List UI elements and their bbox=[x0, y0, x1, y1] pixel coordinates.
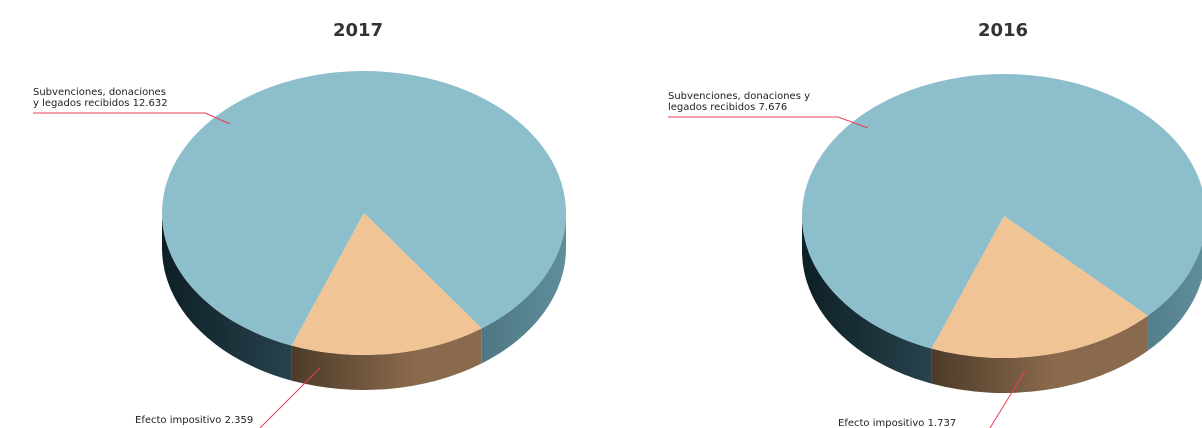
pie-slice-subvenciones bbox=[802, 74, 1202, 349]
slice-label-subvenciones-2016: Subvenciones, donaciones y legados recib… bbox=[668, 91, 813, 113]
pie-slice-subvenciones bbox=[161, 71, 566, 346]
pie-side-main bbox=[1147, 243, 1202, 351]
leader-line-subvenciones bbox=[668, 116, 869, 129]
pie-side-main-left bbox=[162, 213, 292, 381]
pie-slice-efecto bbox=[291, 213, 482, 355]
slice-label-line: Subvenciones, donaciones y bbox=[668, 91, 810, 102]
chart-title-2016: 2016 bbox=[978, 20, 1028, 41]
pie-side-main bbox=[481, 213, 566, 364]
pie-chart-2017: 2017 Subvenciones, donaciones y legados … bbox=[33, 20, 566, 428]
pie-slice-efecto bbox=[931, 216, 1148, 359]
pie-side-minor bbox=[931, 315, 1148, 393]
leader-line-efecto bbox=[259, 367, 321, 428]
slice-label-line: Efecto impositivo 2.359 bbox=[135, 415, 253, 426]
slice-label-line: y legados recibidos 12.632 bbox=[33, 98, 168, 109]
chart-title-2017: 2017 bbox=[333, 20, 383, 41]
pie-chart-2016: 2016 Subvenciones, donaciones y legados … bbox=[668, 20, 1202, 428]
slice-label-line: Efecto impositivo 1.737 bbox=[838, 418, 956, 428]
slice-label-line: Subvenciones, donaciones bbox=[33, 87, 166, 98]
leader-line-subvenciones bbox=[33, 112, 231, 125]
slice-label-efecto-2017: Efecto impositivo 2.359 bbox=[135, 415, 253, 426]
leader-line-efecto bbox=[989, 370, 1026, 428]
pie-side-main-left bbox=[802, 216, 932, 384]
pie-side-minor bbox=[291, 328, 482, 390]
slice-label-line: legados recibidos 7.676 bbox=[668, 102, 787, 113]
slice-label-subvenciones-2017: Subvenciones, donaciones y legados recib… bbox=[33, 87, 169, 109]
slice-label-efecto-2016: Efecto impositivo 1.737 bbox=[838, 418, 956, 428]
